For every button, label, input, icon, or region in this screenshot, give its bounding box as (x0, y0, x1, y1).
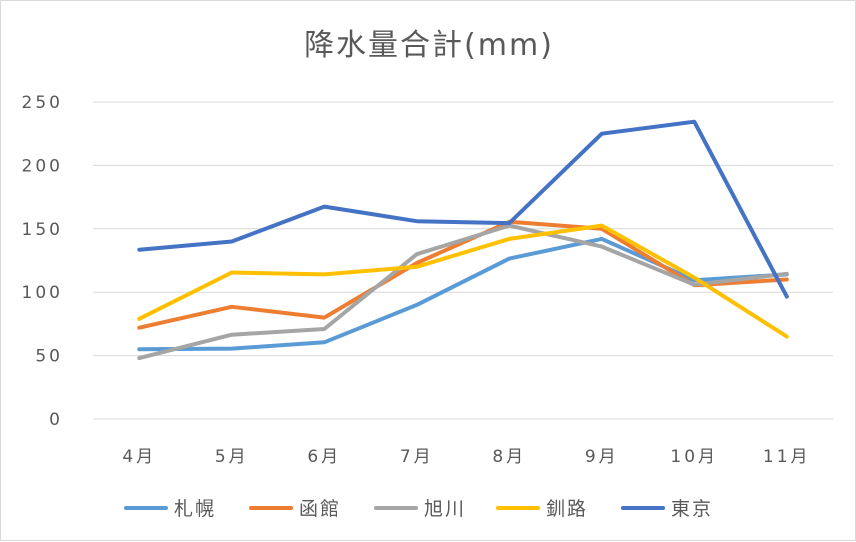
x-tick-label: 5月 (215, 447, 249, 467)
y-tick-label: 250 (22, 93, 63, 113)
x-tick-label: 4月 (122, 447, 156, 467)
legend-label: 函館 (299, 498, 341, 520)
legend-label: 旭川 (424, 498, 466, 520)
legend: 札幌 函館 旭川 釧路 東京 (124, 498, 713, 520)
series-line (137, 223, 789, 339)
series-line (137, 219, 789, 330)
x-tick-label: 8月 (492, 447, 526, 467)
legend-label: 釧路 (546, 498, 588, 520)
y-tick-label: 150 (22, 220, 63, 240)
legend-label: 東京 (671, 498, 713, 520)
series-line (137, 236, 789, 352)
chart-title: 降水量合計(mm) (304, 28, 554, 63)
x-tick-label: 10月 (670, 447, 718, 467)
x-tick-label: 9月 (585, 447, 619, 467)
y-tick-label: 200 (22, 156, 63, 176)
series-line (137, 119, 789, 299)
y-axis-ticks: 0 50 100 150 200 250 (22, 93, 63, 430)
y-tick-label: 50 (35, 347, 63, 367)
gridlines (93, 101, 833, 420)
x-tick-label: 11月 (763, 447, 811, 467)
x-axis-ticks: 4月 5月 6月 7月 8月 9月 10月 11月 (122, 447, 811, 467)
series-lines (137, 119, 789, 361)
y-tick-label: 0 (49, 410, 63, 430)
y-tick-label: 100 (22, 283, 63, 303)
x-tick-label: 7月 (400, 447, 434, 467)
x-tick-label: 6月 (307, 447, 341, 467)
legend-label: 札幌 (174, 498, 216, 520)
series-line (137, 223, 789, 361)
